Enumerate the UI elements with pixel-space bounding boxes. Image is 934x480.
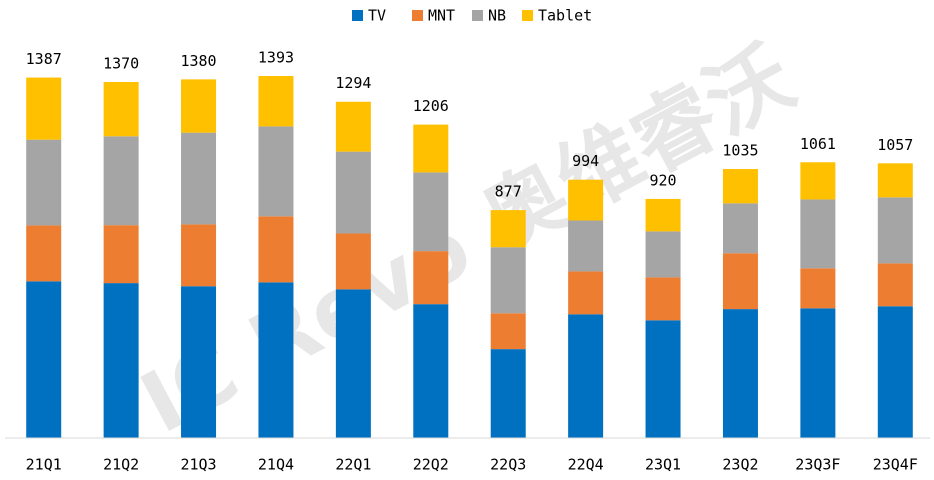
bar-segment — [877, 197, 913, 264]
legend-label: MNT — [428, 7, 455, 25]
x-tick-label: 22Q4 — [568, 456, 604, 474]
bar-segment — [26, 225, 62, 282]
bar-segment — [490, 313, 526, 350]
x-tick-label: 22Q2 — [413, 456, 449, 474]
bar-segment — [335, 151, 371, 234]
bar-segment — [103, 81, 139, 137]
bar-segment — [258, 76, 294, 127]
bar-segment — [722, 203, 758, 254]
total-label: 1370 — [103, 54, 139, 72]
legend-swatch — [412, 10, 423, 21]
total-label: 1057 — [877, 136, 913, 154]
bar-segment — [645, 277, 681, 321]
x-tick-label: 21Q1 — [26, 456, 62, 474]
bar-segment — [645, 198, 681, 232]
bar-segment — [722, 309, 758, 438]
bar-segment — [722, 169, 758, 204]
legend-swatch — [352, 10, 363, 21]
bar-segment — [877, 263, 913, 307]
bar-segment — [490, 210, 526, 248]
legend-swatch — [522, 10, 533, 21]
bar-segment — [181, 79, 217, 133]
total-label: 877 — [495, 183, 522, 201]
legend-label: NB — [488, 7, 506, 25]
bar-segment — [413, 304, 449, 438]
bar-segment — [335, 101, 371, 152]
bar-segment — [568, 314, 604, 438]
bar-segment — [877, 306, 913, 438]
bar-segment — [645, 320, 681, 438]
x-tick-label: 23Q2 — [722, 456, 758, 474]
bar-segment — [800, 162, 836, 200]
bar-segment — [490, 247, 526, 314]
bar-segment — [800, 308, 836, 438]
bar-segment — [568, 220, 604, 272]
bar-segment — [335, 233, 371, 290]
legend-label: TV — [368, 7, 386, 25]
x-tick-label: 23Q3F — [795, 456, 840, 474]
bar-segment — [568, 271, 604, 315]
bar-segment — [181, 132, 217, 225]
total-label: 1294 — [335, 74, 371, 92]
bar-segment — [26, 281, 62, 438]
x-tick-label: 21Q4 — [258, 456, 294, 474]
bar-segment — [490, 349, 526, 438]
bar-segment — [413, 251, 449, 305]
bar-segment — [181, 286, 217, 438]
total-label: 1387 — [26, 50, 62, 68]
total-label: 1206 — [413, 97, 449, 115]
bar-segment — [413, 172, 449, 252]
legend-swatch — [472, 10, 483, 21]
x-tick-label: 21Q3 — [180, 456, 216, 474]
total-label: 920 — [649, 171, 676, 189]
bar-segment — [877, 163, 913, 198]
total-label: 994 — [572, 152, 599, 170]
bar-segment — [103, 136, 139, 226]
bar-segment — [258, 216, 294, 283]
legend-label: Tablet — [538, 7, 592, 25]
bar-segment — [103, 283, 139, 438]
bar-segment — [335, 289, 371, 438]
bar-segment — [181, 224, 217, 287]
bar-segment — [258, 282, 294, 438]
watermark: IC Revo 奥维睿沃 — [126, 27, 809, 452]
bar-segment — [258, 126, 294, 217]
bar-segment — [26, 139, 62, 226]
bar-segment — [800, 199, 836, 269]
total-label: 1393 — [258, 49, 294, 67]
bar-segment — [413, 124, 449, 173]
total-label: 1061 — [800, 135, 836, 153]
total-label: 1035 — [722, 142, 758, 160]
x-tick-label: 23Q4F — [873, 456, 918, 474]
bar-segment — [26, 77, 62, 140]
bar-segment — [800, 268, 836, 309]
bar-segment — [103, 225, 139, 284]
bar-segment — [568, 179, 604, 221]
bar-segment — [722, 253, 758, 310]
bar-segment — [645, 231, 681, 278]
x-tick-label: 22Q1 — [335, 456, 371, 474]
x-tick-label: 22Q3 — [490, 456, 526, 474]
x-tick-label: 21Q2 — [103, 456, 139, 474]
total-label: 1380 — [180, 52, 216, 70]
x-tick-label: 23Q1 — [645, 456, 681, 474]
